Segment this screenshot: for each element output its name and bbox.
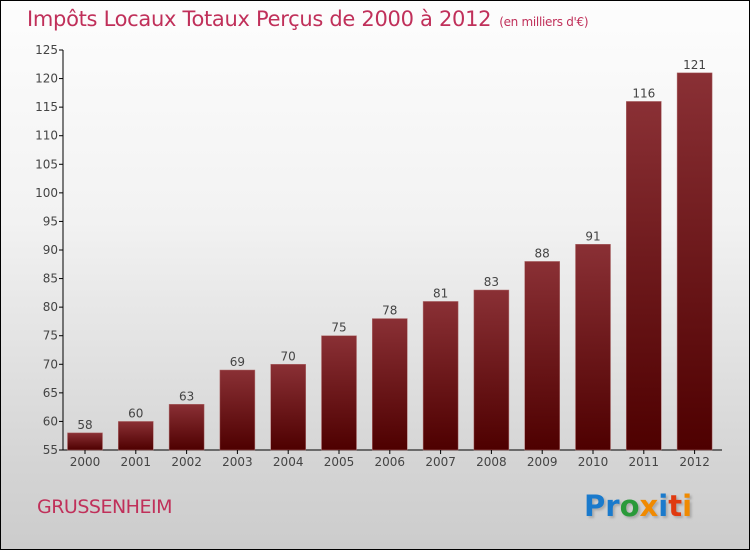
data-label: 70 bbox=[281, 349, 296, 363]
data-label: 58 bbox=[77, 418, 92, 432]
bar bbox=[626, 101, 662, 451]
chart-title: Impôts Locaux Totaux Perçus de 2000 à 20… bbox=[27, 7, 589, 31]
x-tick-label: 2003 bbox=[222, 455, 253, 469]
x-tick-label: 2011 bbox=[629, 455, 660, 469]
bar bbox=[372, 318, 408, 451]
x-tick-label: 2005 bbox=[324, 455, 355, 469]
data-label: 60 bbox=[128, 406, 143, 420]
title-text: Impôts Locaux Totaux Perçus de 2000 à 20… bbox=[27, 7, 492, 31]
data-label: 91 bbox=[585, 229, 600, 243]
x-tick-label: 2010 bbox=[578, 455, 609, 469]
data-label: 88 bbox=[535, 246, 550, 260]
data-label: 116 bbox=[632, 86, 655, 100]
proxiti-logo: Proxiti bbox=[584, 489, 692, 523]
logo-letter: t bbox=[668, 489, 683, 523]
data-label: 75 bbox=[331, 321, 346, 335]
bar bbox=[168, 404, 205, 451]
data-label: 63 bbox=[179, 389, 194, 403]
bar bbox=[321, 335, 357, 451]
data-label: 69 bbox=[230, 355, 245, 369]
data-label: 83 bbox=[484, 275, 499, 289]
bar bbox=[473, 289, 510, 451]
y-tick-label: 75 bbox=[43, 329, 58, 343]
x-tick-label: 2012 bbox=[679, 455, 710, 469]
logo-letter: i bbox=[682, 489, 693, 523]
bar bbox=[676, 72, 713, 451]
x-tick-label: 2000 bbox=[70, 455, 101, 469]
y-tick-label: 70 bbox=[43, 357, 58, 371]
x-tick-label: 2007 bbox=[425, 455, 456, 469]
y-tick-label: 90 bbox=[43, 243, 58, 257]
y-tick-label: 110 bbox=[35, 129, 58, 143]
y-tick-label: 105 bbox=[35, 157, 58, 171]
x-tick-label: 2004 bbox=[273, 455, 304, 469]
x-tick-label: 2006 bbox=[375, 455, 406, 469]
logo-letter: o bbox=[619, 489, 640, 523]
logo-letter: r bbox=[605, 489, 620, 523]
y-tick-label: 85 bbox=[43, 272, 58, 286]
x-tick-label: 2002 bbox=[171, 455, 202, 469]
y-tick-label: 55 bbox=[43, 443, 58, 457]
data-label: 78 bbox=[382, 304, 397, 318]
bar bbox=[219, 369, 256, 451]
bar bbox=[575, 244, 611, 451]
data-label: 121 bbox=[683, 58, 706, 72]
y-tick-label: 60 bbox=[43, 414, 58, 428]
y-tick-label: 80 bbox=[43, 300, 58, 314]
logo-letter: x bbox=[639, 489, 659, 523]
y-tick-label: 115 bbox=[35, 100, 58, 114]
bar bbox=[118, 421, 154, 451]
title-unit: (en milliers d'€) bbox=[499, 15, 589, 29]
y-tick-label: 65 bbox=[43, 386, 58, 400]
x-tick-label: 2001 bbox=[121, 455, 152, 469]
bar bbox=[67, 432, 103, 451]
y-tick-label: 100 bbox=[35, 186, 58, 200]
city-name: GRUSSENHEIM bbox=[37, 496, 172, 518]
logo-letter: P bbox=[584, 489, 606, 523]
x-tick-label: 2009 bbox=[527, 455, 558, 469]
x-tick-label: 2008 bbox=[476, 455, 507, 469]
y-tick-label: 125 bbox=[35, 43, 58, 57]
bar bbox=[422, 301, 459, 451]
bar bbox=[270, 364, 306, 451]
y-tick-label: 120 bbox=[35, 72, 58, 86]
y-tick-label: 95 bbox=[43, 214, 58, 228]
data-label: 81 bbox=[433, 286, 448, 300]
logo-letter: i bbox=[658, 489, 669, 523]
bar bbox=[524, 261, 560, 451]
